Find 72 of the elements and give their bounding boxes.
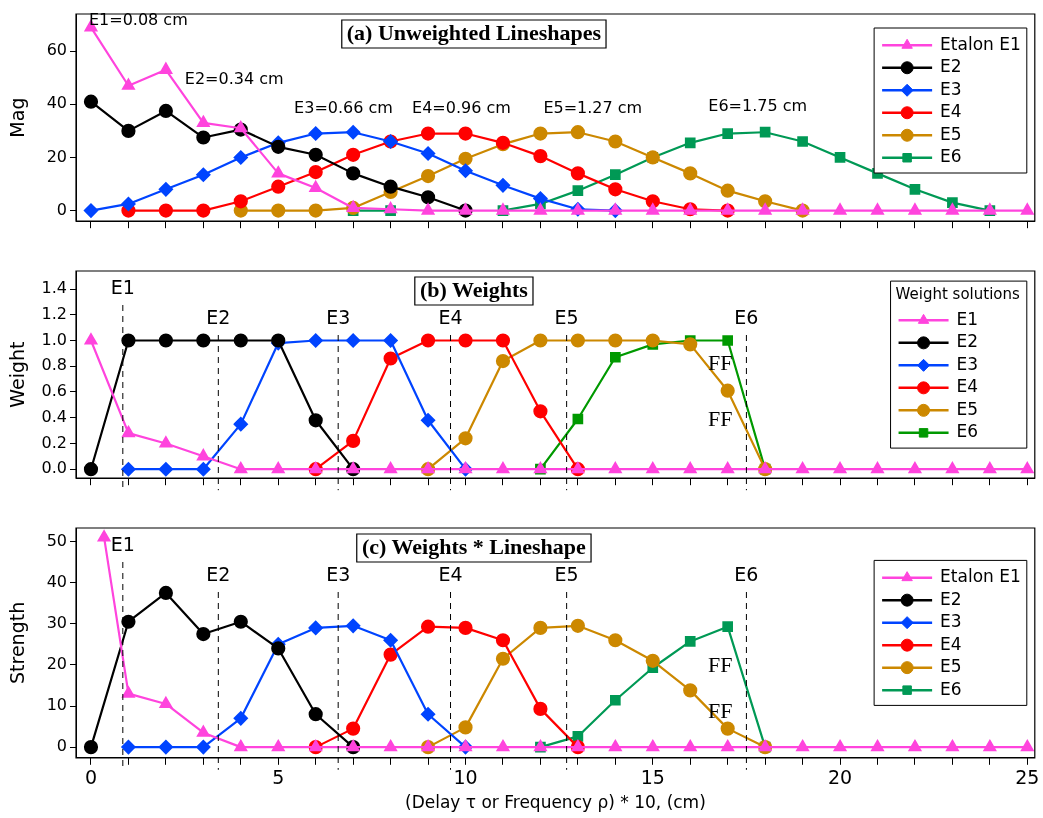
ref-line-label: E4 bbox=[438, 306, 463, 329]
legend-label: E6 bbox=[940, 146, 962, 167]
y-tick-label: 40 bbox=[46, 571, 67, 591]
chart-title: (c) Weights * Lineshape bbox=[361, 533, 587, 559]
ref-line-label: E4 bbox=[438, 563, 463, 586]
y-tick-label: 0.4 bbox=[41, 406, 67, 426]
ref-line-label: E3 bbox=[326, 306, 351, 329]
y-tick-label: 0.8 bbox=[41, 355, 67, 375]
y-tick-label: 0 bbox=[56, 736, 67, 756]
annotation: E5=1.27 cm bbox=[543, 98, 643, 118]
annotation: E2=0.34 cm bbox=[184, 69, 284, 89]
annotation: E4=0.96 cm bbox=[412, 98, 511, 118]
x-tick-label: 20 bbox=[827, 766, 853, 789]
y-tick-label: 1.0 bbox=[41, 329, 67, 349]
legend-label: E2 bbox=[956, 331, 979, 352]
legend-label: Etalon E1 bbox=[940, 566, 1021, 587]
legend-label: E4 bbox=[956, 376, 979, 397]
legend-label: E5 bbox=[940, 123, 962, 144]
x-tick-label: 10 bbox=[453, 766, 478, 789]
ref-line-label: E3 bbox=[326, 563, 351, 586]
ref-line-label: E1 bbox=[110, 276, 135, 299]
legend-label: E3 bbox=[940, 611, 962, 632]
y-tick-label: 0.6 bbox=[41, 381, 67, 401]
y-tick-label: 1.2 bbox=[41, 303, 67, 323]
annotation: FF bbox=[708, 651, 733, 677]
y-tick-label: 50 bbox=[46, 530, 67, 550]
legend-label: E5 bbox=[940, 656, 962, 677]
legend-label: E4 bbox=[940, 633, 962, 654]
y-tick-label: 40 bbox=[46, 93, 67, 113]
y-tick-label: 20 bbox=[46, 146, 67, 166]
annotation: FF bbox=[708, 405, 733, 431]
x-axis-title: (Delay τ or Frequency ρ) * 10, (cm) bbox=[405, 792, 706, 813]
legend-label: Etalon E1 bbox=[940, 33, 1021, 54]
legend-label: E5 bbox=[956, 398, 979, 419]
chart-title: (b) Weights bbox=[420, 276, 529, 302]
legend-label: E6 bbox=[940, 678, 962, 699]
ref-line-label: E1 bbox=[110, 533, 135, 556]
annotation: E6=1.75 cm bbox=[708, 96, 808, 116]
y-tick-label: 0.2 bbox=[41, 432, 67, 452]
y-tick-label: 20 bbox=[46, 654, 67, 674]
annotation: E1=0.08 cm bbox=[88, 10, 188, 30]
ref-line-label: E2 bbox=[206, 563, 231, 586]
y-axis-title: Mag bbox=[6, 97, 29, 138]
legend-title: Weight solutions bbox=[895, 285, 1020, 304]
ref-line-label: E6 bbox=[734, 306, 759, 329]
x-tick-label: 0 bbox=[84, 766, 98, 789]
annotation: FF bbox=[708, 697, 733, 723]
legend-label: E6 bbox=[956, 421, 979, 442]
y-tick-label: 0 bbox=[56, 199, 67, 219]
ref-line-label: E5 bbox=[554, 563, 579, 586]
y-tick-label: 60 bbox=[46, 40, 67, 60]
legend-label: E2 bbox=[940, 56, 962, 77]
y-axis-title: Weight bbox=[6, 341, 29, 408]
legend-label: E2 bbox=[940, 588, 962, 609]
annotation: FF bbox=[708, 350, 733, 376]
ref-line-label: E6 bbox=[734, 563, 759, 586]
y-tick-label: 30 bbox=[46, 612, 67, 632]
annotation: E3=0.66 cm bbox=[294, 98, 393, 118]
ref-line-label: E5 bbox=[554, 306, 579, 329]
legend-label: E3 bbox=[956, 353, 979, 374]
legend-label: E4 bbox=[940, 101, 962, 122]
chart-title: (a) Unweighted Lineshapes bbox=[346, 19, 602, 45]
x-tick-label: 5 bbox=[272, 766, 285, 789]
legend-label: E3 bbox=[940, 78, 962, 99]
x-tick-label: 15 bbox=[640, 766, 665, 789]
y-tick-label: 0.0 bbox=[41, 458, 67, 478]
ref-line-label: E2 bbox=[206, 306, 231, 329]
y-axis-title: Strength bbox=[6, 601, 29, 684]
legend-label: E1 bbox=[956, 308, 979, 329]
y-tick-label: 10 bbox=[46, 695, 67, 715]
y-tick-label: 1.4 bbox=[41, 278, 67, 298]
x-tick-label: 25 bbox=[1015, 766, 1040, 789]
